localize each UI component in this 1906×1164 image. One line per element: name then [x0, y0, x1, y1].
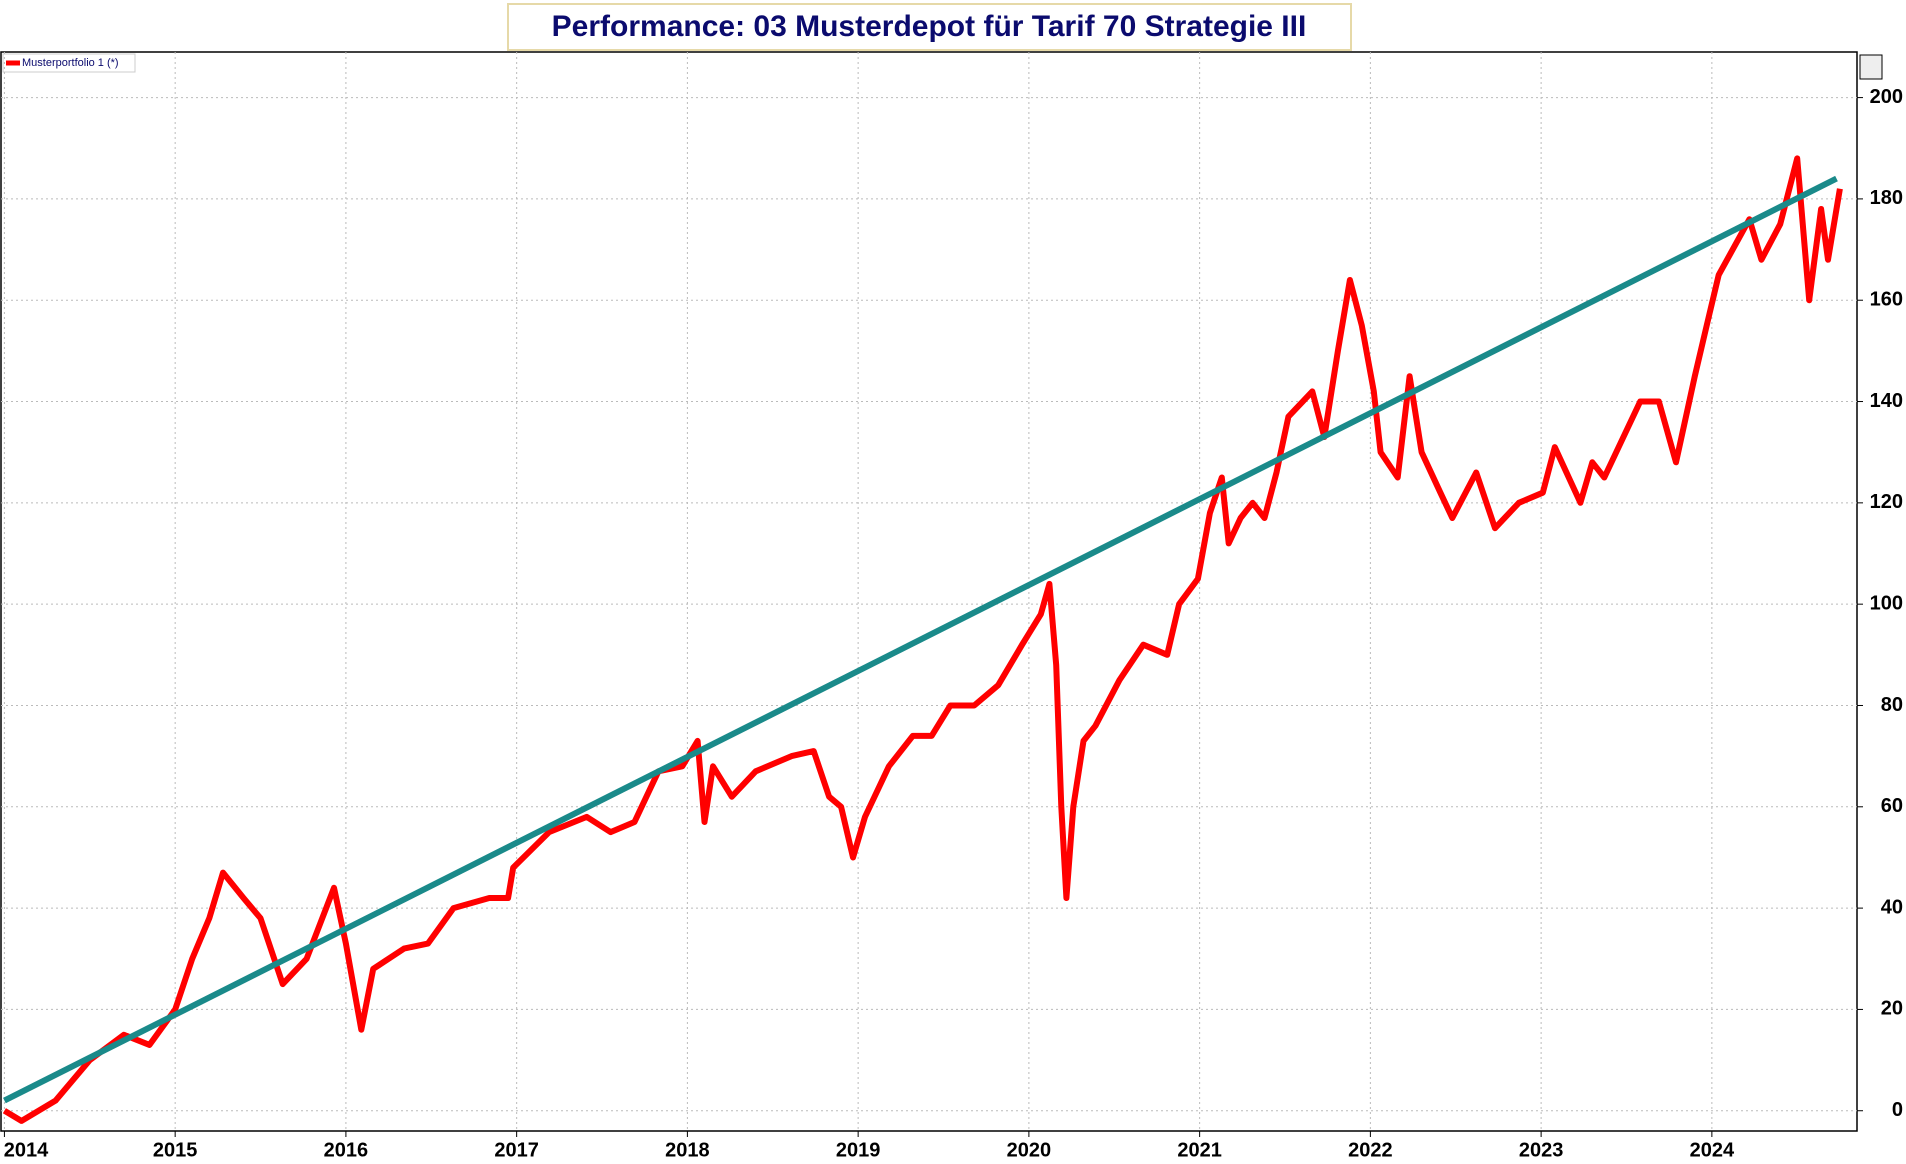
y-tick-label: 180	[1870, 187, 1903, 209]
x-tick-label: 2014	[4, 1139, 49, 1161]
chart-title: Performance: 03 Musterdepot für Tarif 70…	[552, 10, 1307, 43]
plot-frame	[0, 51, 1858, 1132]
x-tick-label: 2017	[494, 1139, 539, 1161]
y-tick-label: 100	[1870, 592, 1903, 614]
menu-icon[interactable]	[1859, 54, 1883, 80]
x-tick-label: 2016	[324, 1139, 369, 1161]
x-tick-label: 2015	[153, 1139, 198, 1161]
legend	[2, 53, 136, 73]
legend-label: Musterportfolio 1 (*)	[22, 57, 119, 69]
y-tick-label: 0	[1892, 1099, 1903, 1121]
series-line	[3, 175, 1838, 1104]
x-tick-label: 2023	[1519, 1139, 1564, 1161]
y-tick-label: 20	[1881, 998, 1903, 1020]
x-tick-label: 2018	[665, 1139, 710, 1161]
x-tick-label: 2019	[836, 1139, 881, 1161]
x-tick-label: 2021	[1177, 1139, 1222, 1161]
title-box	[507, 3, 1352, 51]
series-line	[2, 155, 1843, 1124]
x-tick-label: 2022	[1348, 1139, 1393, 1161]
x-tick-label: 2020	[1007, 1139, 1052, 1161]
y-tick-label: 140	[1870, 390, 1903, 412]
y-tick-label: 120	[1870, 491, 1903, 513]
y-tick-label: 160	[1870, 289, 1903, 311]
y-tick-label: 80	[1881, 694, 1903, 716]
y-tick-label: 200	[1870, 86, 1903, 108]
y-tick-label: 40	[1881, 896, 1903, 918]
y-tick-label: 60	[1881, 795, 1903, 817]
x-tick-label: 2024	[1690, 1139, 1735, 1161]
